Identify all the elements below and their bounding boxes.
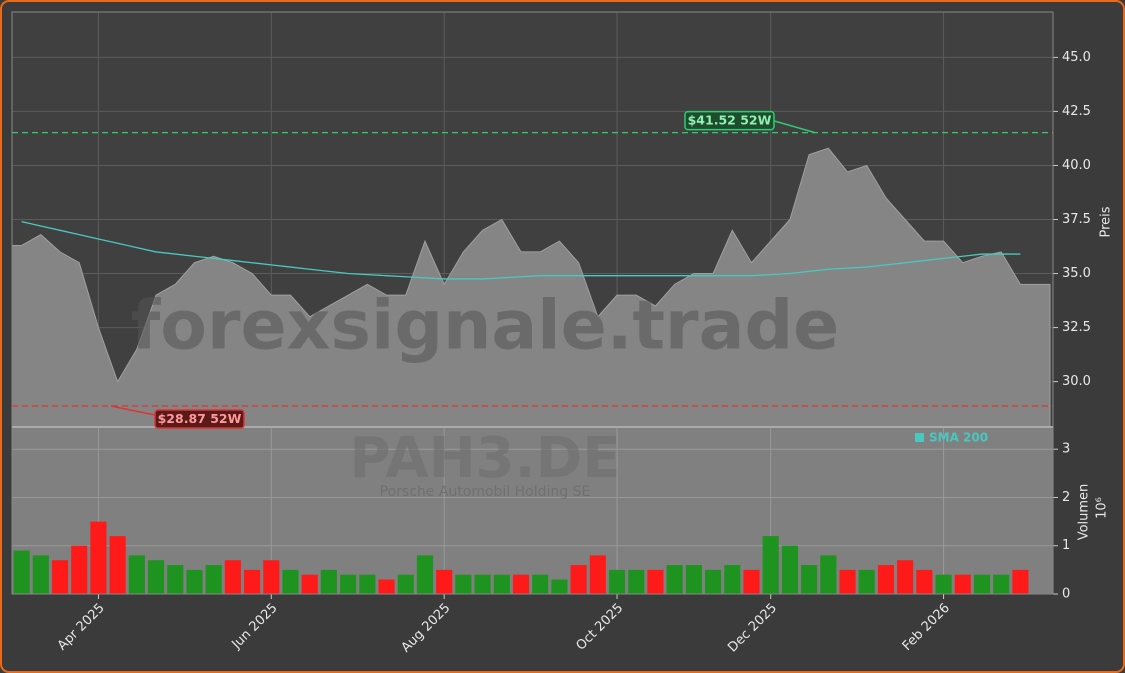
volume-bar [436,569,453,594]
volume-bar [320,569,337,594]
volume-bar [128,555,145,594]
volume-bar [589,555,606,594]
volume-bar [820,555,837,594]
company-watermark: Porsche Automobil Holding SE [380,484,591,500]
price-area [11,147,1051,428]
y-tick-label: 30.0 [1062,374,1091,389]
plot-layer [11,12,1058,599]
y-tick-label: 2 [1062,490,1070,505]
symbol-watermark: PAH3.DE [349,426,620,491]
y-tick-label: 40.0 [1062,158,1091,173]
volume-bar [916,569,933,594]
volume-bar [858,569,875,594]
annotation-arrow [772,119,816,134]
volume-bar [167,565,184,594]
volume-bar [685,565,702,594]
volume-bar [340,574,357,594]
volume-bar [1012,569,1029,594]
price-axis-label: Preis [1099,206,1114,237]
volume-bar [877,565,895,594]
volume-axis-label: Volumen [1077,484,1092,541]
annotation-box [684,110,775,131]
volume-bar [512,574,530,594]
volume-bar [416,555,434,594]
volume-bar [724,565,741,594]
volume-bar [647,569,664,594]
volume-bar [839,569,856,594]
volume-bar [13,550,30,594]
volume-bar [224,560,241,594]
volume-bar [993,574,1010,594]
volume-bar [90,521,107,594]
volume-bar [455,574,472,594]
volume-bar [973,574,991,594]
volume-bar [147,560,165,594]
volume-bar [71,545,88,594]
legend-label: SMA 200 [929,431,988,445]
y-tick-label: 3 [1062,442,1070,457]
annotation-box [154,409,245,429]
volume-bar [781,545,798,594]
volume-bar [474,574,491,594]
volume-bar [397,574,414,594]
volume-bar [205,565,222,594]
plot-border [11,11,1054,595]
volume-bar [378,579,395,594]
y-tick-label: 32.5 [1062,320,1091,335]
volume-bar [282,569,299,594]
volume-bar [244,569,261,594]
volume-bar [32,555,49,594]
annotation-label: $41.52 52W [688,113,772,128]
y-tick-label: 1 [1062,538,1070,553]
volume-bar [743,569,760,594]
volume-bar [51,560,69,594]
annotation-label: $28.87 52W [158,411,242,426]
y-tick-label: 45.0 [1062,50,1091,65]
volume-bar [551,579,568,594]
volume-bar [666,565,683,594]
volume-bar [186,569,203,594]
volume-bar [608,569,626,594]
y-tick-label: 35.0 [1062,266,1091,281]
volume-bar [532,574,549,594]
annotation-arrow [110,405,156,416]
volume-bar [897,560,914,594]
legend-swatch [915,433,924,442]
volume-bar [954,574,971,594]
volume-bar [762,536,779,594]
y-tick-label: 42.5 [1062,104,1091,119]
volume-bar [359,574,376,594]
volume-bar [263,560,280,594]
volume-bar [109,536,126,594]
volume-bar [628,569,645,594]
volume-bar [705,569,722,594]
y-tick-label: 37.5 [1062,212,1091,227]
volume-unit-label: 10⁶ [1095,497,1110,519]
watermark: forexsignale.trade [131,287,840,366]
y-tick-label: 0 [1062,587,1070,602]
volume-bar [570,565,587,594]
volume-bar [493,574,510,594]
volume-bar [301,574,318,594]
volume-bar [801,565,818,594]
volume-bar [935,574,952,594]
sma-line [21,221,1021,280]
